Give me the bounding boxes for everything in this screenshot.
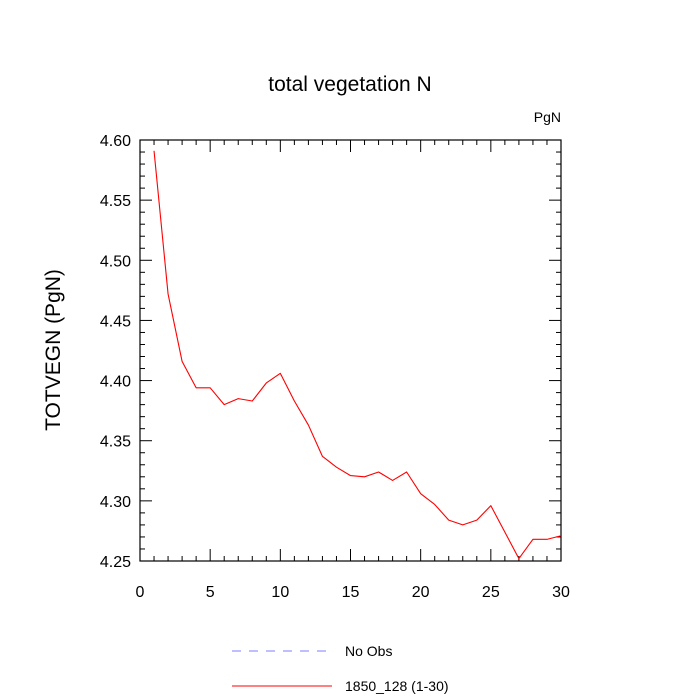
units-label: PgN xyxy=(534,109,561,125)
y-tick-label: 4.30 xyxy=(100,494,131,511)
y-tick-label: 4.45 xyxy=(100,313,131,330)
data-point xyxy=(349,474,351,476)
data-point xyxy=(560,535,562,537)
axis-ticks xyxy=(139,139,562,562)
y-tick-label: 4.50 xyxy=(100,253,131,270)
series-group xyxy=(153,150,562,560)
data-point xyxy=(405,471,407,473)
data-point xyxy=(490,504,492,506)
y-tick-label: 4.55 xyxy=(100,193,131,210)
x-tick-label: 5 xyxy=(206,584,215,601)
legend-label: 1850_128 (1-30) xyxy=(345,678,449,694)
data-point xyxy=(195,387,197,389)
data-point xyxy=(153,150,155,152)
y-tick-label: 4.60 xyxy=(100,133,131,150)
data-point xyxy=(532,538,534,540)
y-tick-label: 4.40 xyxy=(100,374,131,391)
data-point xyxy=(448,519,450,521)
data-point xyxy=(419,492,421,494)
y-tick-label: 4.25 xyxy=(100,554,131,571)
data-point xyxy=(293,400,295,402)
data-point xyxy=(504,531,506,533)
x-tick-label: 20 xyxy=(412,584,430,601)
data-point xyxy=(434,503,436,505)
data-point xyxy=(279,372,281,374)
data-point xyxy=(518,557,520,559)
x-tick-label: 25 xyxy=(482,584,500,601)
data-point xyxy=(546,538,548,540)
data-point xyxy=(321,455,323,457)
legend: No Obs 1850_128 (1-30) xyxy=(232,643,449,694)
data-point xyxy=(377,471,379,473)
y-tick-label: 4.35 xyxy=(100,434,131,451)
x-tick-label: 10 xyxy=(271,584,289,601)
data-point xyxy=(363,476,365,478)
data-point xyxy=(167,293,169,295)
x-tick-label: 0 xyxy=(136,584,145,601)
plot-frame xyxy=(139,139,562,562)
x-tick-label: 15 xyxy=(342,584,360,601)
data-point xyxy=(391,479,393,481)
data-point xyxy=(223,403,225,405)
series-line xyxy=(153,150,562,560)
data-point xyxy=(335,466,337,468)
data-point xyxy=(265,382,267,384)
y-axis-label: TOTVEGN (PgN) xyxy=(42,269,65,431)
data-point xyxy=(209,387,211,389)
x-tick-labels: 0 5 10 15 20 25 30 xyxy=(136,584,570,601)
data-point xyxy=(251,400,253,402)
data-point xyxy=(476,519,478,521)
chart-title: total vegetation N xyxy=(268,73,431,96)
data-point xyxy=(307,424,309,426)
x-tick-label: 30 xyxy=(552,584,570,601)
data-point xyxy=(181,360,183,362)
data-point xyxy=(237,397,239,399)
data-point xyxy=(462,524,464,526)
y-tick-labels: 4.25 4.30 4.35 4.40 4.45 4.50 4.55 4.60 xyxy=(100,133,131,571)
legend-label: No Obs xyxy=(345,643,392,659)
